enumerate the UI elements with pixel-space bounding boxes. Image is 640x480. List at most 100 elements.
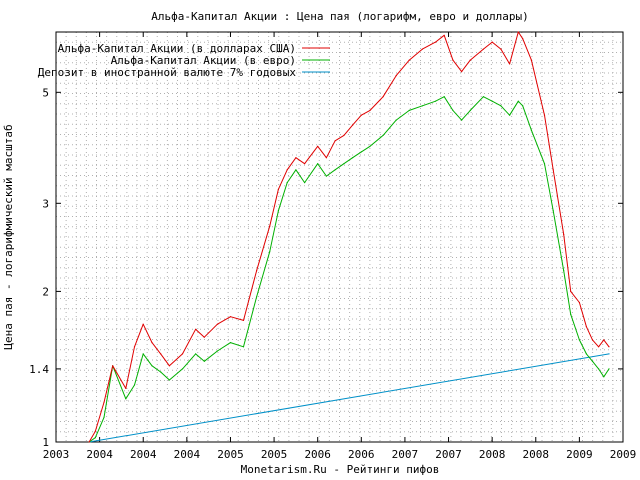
data-point-1 bbox=[570, 313, 572, 315]
data-point-0 bbox=[608, 346, 610, 348]
data-point-1 bbox=[304, 182, 306, 184]
x-tick-label: 2006 bbox=[348, 448, 375, 461]
data-point-1 bbox=[500, 105, 502, 107]
legend-label: Альфа-Капитал Акции (в евро) bbox=[111, 54, 296, 67]
legend: Альфа-Капитал Акции (в долларах США)Альф… bbox=[38, 42, 330, 79]
data-point-1 bbox=[395, 119, 397, 121]
y-tick-label: 1 bbox=[42, 436, 49, 449]
legend-label: Альфа-Капитал Акции (в долларах США) bbox=[58, 42, 296, 55]
data-point-0 bbox=[151, 342, 153, 344]
plot-frame bbox=[55, 31, 624, 443]
data-point-1 bbox=[286, 182, 288, 184]
data-point-1 bbox=[295, 169, 297, 171]
y-tick-labels: 1 1.4 2 3 5 bbox=[29, 86, 49, 449]
data-point-0 bbox=[334, 140, 336, 142]
data-point-0 bbox=[125, 387, 127, 389]
data-point-0 bbox=[500, 48, 502, 50]
data-point-1 bbox=[203, 360, 205, 362]
y-tick-label: 5 bbox=[42, 86, 49, 99]
x-tick-label: 2006 bbox=[304, 448, 331, 461]
x-tick-label: 2005 bbox=[217, 448, 244, 461]
data-point-0 bbox=[195, 328, 197, 330]
data-point-1 bbox=[598, 368, 600, 370]
data-point-0 bbox=[277, 188, 279, 190]
data-point-0 bbox=[443, 34, 445, 36]
data-point-1 bbox=[360, 151, 362, 153]
data-point-1 bbox=[369, 145, 371, 147]
data-point-0 bbox=[360, 114, 362, 116]
x-tick-label: 2007 bbox=[435, 448, 462, 461]
series-line-2 bbox=[89, 353, 610, 443]
data-point-0 bbox=[295, 157, 297, 159]
data-point-1 bbox=[443, 96, 445, 98]
data-point-1 bbox=[142, 353, 144, 355]
data-point-1 bbox=[181, 368, 184, 370]
data-point-0 bbox=[168, 365, 170, 367]
data-point-0 bbox=[491, 41, 493, 43]
data-point-1 bbox=[434, 100, 437, 102]
data-point-0 bbox=[591, 339, 594, 341]
data-point-1 bbox=[578, 339, 581, 341]
legend-label: Депозит в иностранной валюте 7% годовых bbox=[38, 66, 297, 79]
data-point-0 bbox=[103, 401, 105, 403]
data-point-1 bbox=[585, 353, 588, 355]
data-point-1 bbox=[229, 342, 232, 344]
x-tick-label: 2004 bbox=[174, 448, 201, 461]
data-point-1 bbox=[517, 100, 519, 102]
x-tick-label: 2005 bbox=[261, 448, 288, 461]
data-point-0 bbox=[269, 225, 271, 227]
data-point-0 bbox=[133, 346, 136, 348]
data-point-0 bbox=[530, 59, 533, 61]
data-point-0 bbox=[181, 353, 184, 355]
data-point-1 bbox=[242, 346, 245, 348]
data-point-1 bbox=[382, 134, 384, 136]
data-point-0 bbox=[142, 323, 144, 325]
data-point-1 bbox=[334, 169, 336, 171]
data-point-0 bbox=[603, 339, 605, 341]
x-tick-labels: 2003 2004 2004 2004 2005 2005 2006 2006 2007 2007… bbox=[43, 448, 637, 461]
data-point-0 bbox=[325, 157, 327, 159]
data-point-0 bbox=[452, 59, 454, 61]
data-point-1 bbox=[125, 398, 127, 400]
data-point-1 bbox=[343, 163, 345, 165]
data-point-0 bbox=[395, 75, 397, 77]
data-point-1 bbox=[552, 210, 554, 212]
data-point-0 bbox=[317, 145, 319, 147]
data-point-1 bbox=[216, 350, 218, 352]
data-point-0 bbox=[304, 163, 306, 165]
data-point-1 bbox=[168, 379, 170, 381]
data-point-1 bbox=[256, 296, 258, 298]
x-tick-label: 2007 bbox=[392, 448, 419, 461]
data-point-1 bbox=[608, 368, 610, 370]
x-tick-label: 2008 bbox=[523, 448, 550, 461]
x-tick-label: 2003 bbox=[43, 448, 70, 461]
data-point-0 bbox=[421, 48, 423, 50]
y-tick-label: 3 bbox=[42, 197, 49, 210]
data-point-0 bbox=[343, 134, 345, 136]
data-point-1 bbox=[563, 270, 565, 272]
data-point-1 bbox=[491, 100, 493, 102]
data-point-0 bbox=[543, 114, 546, 116]
data-point-0 bbox=[94, 430, 96, 432]
data-point-1 bbox=[352, 157, 354, 159]
data-point-0 bbox=[570, 290, 572, 292]
data-point-1 bbox=[543, 163, 546, 165]
data-point-1 bbox=[94, 437, 96, 439]
x-tick-label: 2004 bbox=[86, 448, 113, 461]
x-tick-label: 2004 bbox=[130, 448, 157, 461]
x-tick-label: 2008 bbox=[479, 448, 506, 461]
x-tick-label: 2009 bbox=[610, 448, 637, 461]
data-point-1 bbox=[317, 163, 319, 165]
data-point-0 bbox=[434, 41, 437, 43]
grid bbox=[56, 32, 623, 442]
data-point-0 bbox=[482, 48, 484, 50]
data-point-1 bbox=[522, 105, 524, 107]
data-point-0 bbox=[242, 319, 245, 321]
data-point-0 bbox=[578, 301, 581, 304]
data-point-0 bbox=[509, 63, 511, 65]
data-point-0 bbox=[563, 233, 565, 235]
data-point-0 bbox=[203, 336, 205, 338]
data-point-1 bbox=[103, 416, 105, 418]
data-point-1 bbox=[530, 129, 533, 131]
data-point-0 bbox=[216, 323, 218, 325]
